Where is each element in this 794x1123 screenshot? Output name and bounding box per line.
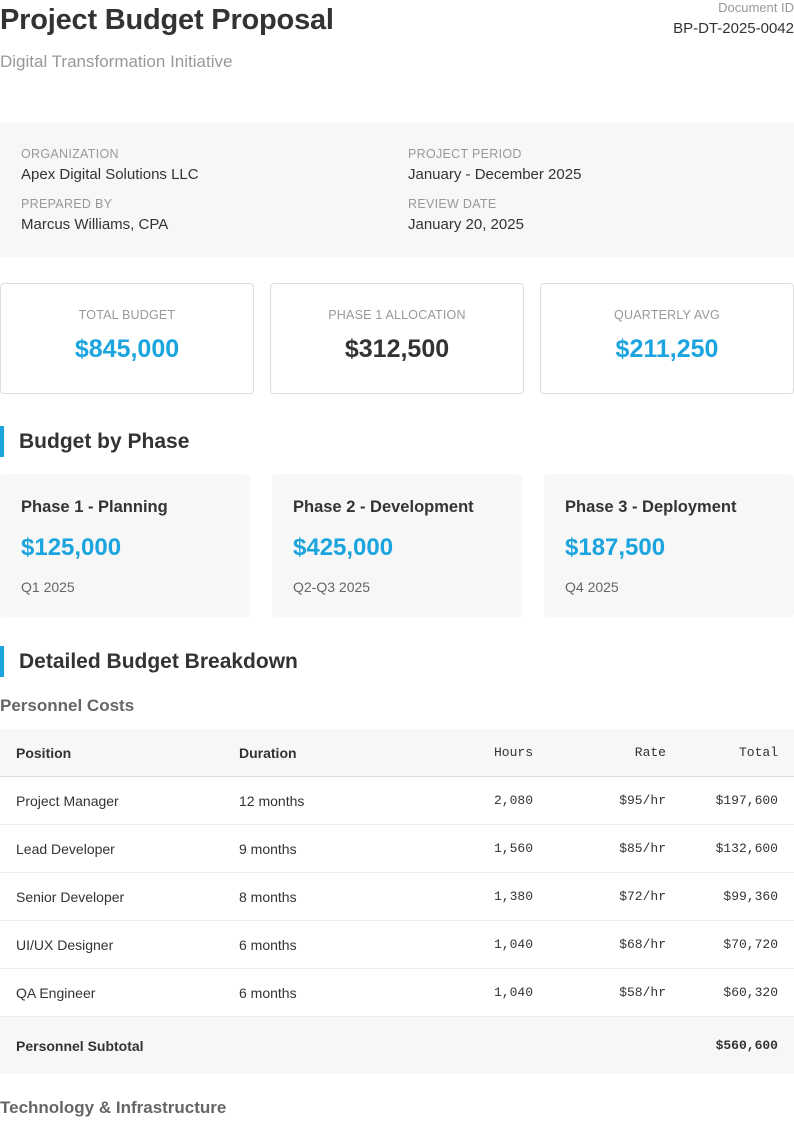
organization-value: Apex Digital Solutions LLC (21, 166, 199, 183)
review-date-field: REVIEW DATE January 20, 2025 (408, 197, 524, 233)
stat-label: PHASE 1 ALLOCATION (271, 308, 523, 322)
cell-hours: 1,040 (395, 969, 549, 1017)
cell-rate: $68/hr (549, 921, 682, 969)
column-header-hours: Hours (395, 729, 549, 777)
phase-amount: $425,000 (293, 534, 501, 562)
page-title: Project Budget Proposal (0, 4, 334, 37)
cell-rate: $85/hr (549, 825, 682, 873)
stat-card-total-budget: TOTAL BUDGET $845,000 (0, 283, 254, 394)
cell-hours: 1,380 (395, 873, 549, 921)
table-row: UI/UX Designer 6 months 1,040 $68/hr $70… (0, 921, 794, 969)
cell-rate: $95/hr (549, 777, 682, 825)
cell-hours: 1,040 (395, 921, 549, 969)
review-date-label: REVIEW DATE (408, 197, 524, 211)
cell-total: $132,600 (682, 825, 794, 873)
cell-position: UI/UX Designer (0, 921, 223, 969)
section-heading-budget-by-phase: Budget by Phase (0, 426, 189, 457)
document-id-label: Document ID (673, 0, 794, 16)
project-info-panel: ORGANIZATION Apex Digital Solutions LLC … (0, 123, 794, 257)
subtotal-row: Personnel Subtotal $560,600 (0, 1017, 794, 1075)
cell-total: $70,720 (682, 921, 794, 969)
document-id-value: BP-DT-2025-0042 (673, 20, 794, 37)
cell-duration: 8 months (223, 873, 395, 921)
review-date-value: January 20, 2025 (408, 216, 524, 233)
project-period-value: January - December 2025 (408, 166, 581, 183)
stat-value: $312,500 (271, 335, 523, 364)
project-period-field: PROJECT PERIOD January - December 2025 (408, 147, 581, 183)
column-header-total: Total (682, 729, 794, 777)
phase-card: Phase 3 - Deployment $187,500 Q4 2025 (544, 474, 794, 617)
cell-total: $99,360 (682, 873, 794, 921)
stat-label: TOTAL BUDGET (1, 308, 253, 322)
document-id: Document ID BP-DT-2025-0042 (673, 0, 794, 37)
page-subtitle: Digital Transformation Initiative (0, 52, 232, 72)
cell-duration: 6 months (223, 921, 395, 969)
subtotal-value: $560,600 (682, 1017, 794, 1075)
personnel-costs-table: Position Duration Hours Rate Total Proje… (0, 729, 794, 1074)
phase-name: Phase 2 - Development (293, 498, 501, 517)
prepared-by-value: Marcus Williams, CPA (21, 216, 168, 233)
prepared-by-field: PREPARED BY Marcus Williams, CPA (21, 197, 168, 233)
table-row: QA Engineer 6 months 1,040 $58/hr $60,32… (0, 969, 794, 1017)
cell-position: Lead Developer (0, 825, 223, 873)
cell-position: Project Manager (0, 777, 223, 825)
cell-total: $60,320 (682, 969, 794, 1017)
column-header-duration: Duration (223, 729, 395, 777)
table-row: Lead Developer 9 months 1,560 $85/hr $13… (0, 825, 794, 873)
phase-amount: $187,500 (565, 534, 773, 562)
organization-field: ORGANIZATION Apex Digital Solutions LLC (21, 147, 199, 183)
column-header-position: Position (0, 729, 223, 777)
cell-total: $197,600 (682, 777, 794, 825)
organization-label: ORGANIZATION (21, 147, 199, 161)
cell-rate: $72/hr (549, 873, 682, 921)
phase-name: Phase 1 - Planning (21, 498, 229, 517)
stat-card-phase-1-allocation: PHASE 1 ALLOCATION $312,500 (270, 283, 524, 394)
phase-period: Q2-Q3 2025 (293, 579, 501, 595)
subsection-heading-technology: Technology & Infrastructure (0, 1098, 226, 1118)
table-row: Senior Developer 8 months 1,380 $72/hr $… (0, 873, 794, 921)
phase-card: Phase 2 - Development $425,000 Q2-Q3 202… (272, 474, 522, 617)
stat-card-quarterly-avg: QUARTERLY AVG $211,250 (540, 283, 794, 394)
phase-name: Phase 3 - Deployment (565, 498, 773, 517)
cell-duration: 9 months (223, 825, 395, 873)
cell-hours: 2,080 (395, 777, 549, 825)
phase-period: Q1 2025 (21, 579, 229, 595)
table-header-row: Position Duration Hours Rate Total (0, 729, 794, 777)
phase-amount: $125,000 (21, 534, 229, 562)
subsection-heading-personnel: Personnel Costs (0, 696, 134, 716)
cell-position: Senior Developer (0, 873, 223, 921)
stat-label: QUARTERLY AVG (541, 308, 793, 322)
prepared-by-label: PREPARED BY (21, 197, 168, 211)
stat-value: $211,250 (541, 335, 793, 364)
phase-card: Phase 1 - Planning $125,000 Q1 2025 (0, 474, 250, 617)
phase-period: Q4 2025 (565, 579, 773, 595)
cell-hours: 1,560 (395, 825, 549, 873)
stat-value: $845,000 (1, 335, 253, 364)
table-row: Project Manager 12 months 2,080 $95/hr $… (0, 777, 794, 825)
cell-duration: 12 months (223, 777, 395, 825)
cell-position: QA Engineer (0, 969, 223, 1017)
cell-duration: 6 months (223, 969, 395, 1017)
project-period-label: PROJECT PERIOD (408, 147, 581, 161)
cell-rate: $58/hr (549, 969, 682, 1017)
section-heading-detailed-breakdown: Detailed Budget Breakdown (0, 646, 298, 677)
subtotal-label: Personnel Subtotal (0, 1017, 682, 1075)
column-header-rate: Rate (549, 729, 682, 777)
